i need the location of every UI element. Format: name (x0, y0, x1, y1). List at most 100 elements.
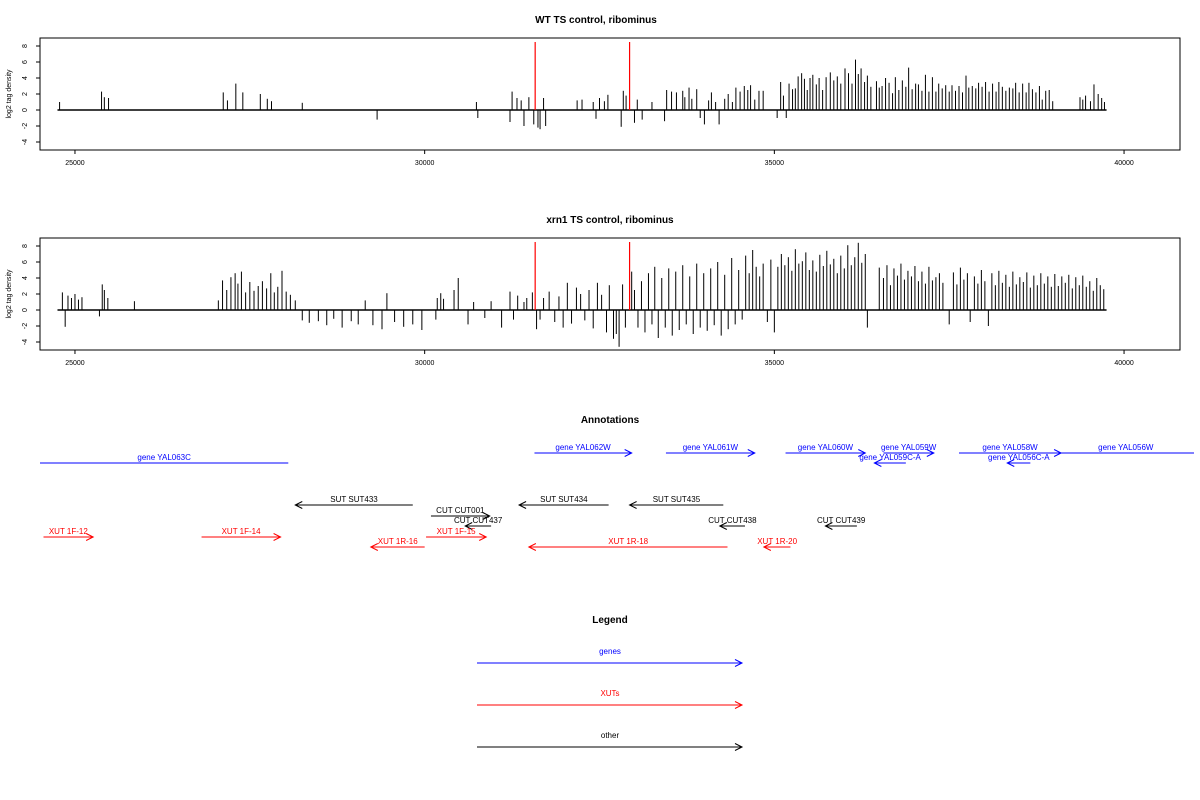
annotation-label: gene YAL056C-A (988, 453, 1050, 462)
xrn1-y-tick-label: 4 (22, 276, 29, 280)
annotation-label: CUT CUT001 (436, 506, 485, 515)
annotation-feature: SUT SUT433 (294, 495, 413, 509)
annotation-label: gene YAL063C (137, 453, 191, 462)
annotation-label: XUT 1R-18 (608, 537, 648, 546)
annotation-feature: gene YAL061W (665, 443, 756, 457)
annotation-feature: CUT CUT437 (454, 516, 503, 530)
annotation-feature: CUT CUT438 (708, 516, 757, 530)
annotation-label: gene YAL060W (798, 443, 854, 452)
xrn1-x-axis: 25000 30000 35000 40000 (65, 350, 1134, 367)
annotation-label: SUT SUT433 (330, 495, 378, 504)
legend-entry: XUTs (477, 689, 744, 709)
annotation-label: gene YAL062W (555, 443, 611, 452)
wt-y-tick-label: -4 (22, 139, 29, 145)
legend-entries: genes XUTs other (477, 647, 744, 751)
wt-bars (59, 59, 1105, 130)
wt-y-tick-label: 0 (22, 108, 29, 112)
xrn1-track-panel: xrn1 TS control, ribominus log2 tag dens… (6, 215, 1181, 367)
legend-arrowhead (734, 659, 744, 667)
legend-label: XUTs (600, 689, 619, 698)
annotation-feature: gene YAL060W (785, 443, 867, 457)
annotation-arrowhead (624, 449, 633, 457)
xrn1-track-title: xrn1 TS control, ribominus (546, 215, 674, 226)
annotation-label: XUT 1R-20 (757, 537, 797, 546)
annotation-arrowhead (464, 522, 473, 530)
annotation-label: SUT SUT434 (540, 495, 588, 504)
annotation-label: gene YAL058W (982, 443, 1038, 452)
wt-y-tick-label: 8 (22, 44, 29, 48)
annotation-arrowhead (369, 543, 379, 551)
annotation-label: gene YAL061W (683, 443, 739, 452)
xrn1-y-axis-label: log2 tag density (6, 269, 13, 319)
annotation-arrowhead (85, 533, 95, 541)
annotation-label: SUT SUT435 (653, 495, 701, 504)
xrn1-x-tick-label: 35000 (765, 360, 785, 367)
xrn1-y-tick-label: -2 (22, 323, 29, 329)
xrn1-markers (534, 242, 631, 310)
legend: Legend genes XUTs other (477, 615, 744, 751)
annotation-arrowhead (926, 449, 935, 457)
annotation-arrowhead (527, 543, 537, 551)
annotation-feature: gene YAL063C (40, 453, 289, 464)
annotation-feature: gene YAL059C-A (859, 453, 922, 467)
legend-label: other (601, 731, 620, 740)
wt-y-tick-label: 4 (22, 76, 29, 80)
xrn1-y-tick-label: -4 (22, 339, 29, 345)
annotation-feature: XUT 1R-18 (527, 537, 728, 551)
legend-entry: other (477, 731, 744, 751)
annotation-label: XUT 1F-15 (437, 527, 477, 536)
annotation-feature: SUT SUT435 (628, 495, 724, 509)
annotation-features: gene YAL063C gene YAL062W gene YAL061W gene… (40, 443, 1194, 551)
xrn1-y-axis: -4 -2 0 2 4 6 8 (22, 244, 40, 345)
legend-arrowhead (734, 701, 744, 709)
annotation-feature: gene YAL062W (534, 443, 633, 457)
legend-entry: genes (477, 647, 744, 667)
wt-track-title: WT TS control, ribominus (535, 15, 657, 26)
wt-track-panel: WT TS control, ribominus log2 tag densit… (6, 15, 1181, 167)
annotation-arrowhead (718, 522, 728, 530)
annotation-feature: XUT 1F-15 (426, 527, 488, 541)
wt-x-tick-label: 40000 (1114, 160, 1134, 167)
wt-y-tick-label: 6 (22, 60, 29, 64)
annotation-label: gene YAL056W (1098, 443, 1154, 452)
legend-title: Legend (592, 615, 628, 626)
annotation-arrowhead (273, 533, 282, 541)
annotation-feature: CUT CUT001 (430, 506, 491, 520)
annotation-feature: gene YAL056C-A (988, 453, 1050, 467)
annotation-label: XUT 1R-16 (378, 537, 418, 546)
wt-x-tick-label: 30000 (415, 160, 435, 167)
legend-arrowhead (734, 743, 744, 751)
annotation-arrowhead (628, 501, 637, 509)
wt-x-tick-label: 35000 (765, 160, 785, 167)
annotation-label: XUT 1F-14 (222, 527, 262, 536)
xrn1-y-tick-label: 6 (22, 260, 29, 264)
wt-x-tick-label: 25000 (65, 160, 85, 167)
wt-y-tick-label: 2 (22, 92, 29, 96)
xrn1-bars (61, 242, 1105, 347)
xrn1-x-tick-label: 25000 (65, 360, 85, 367)
annotation-arrowhead (824, 522, 833, 530)
wt-y-axis: -4 -2 0 2 4 6 8 (22, 44, 40, 145)
annotation-feature: XUT 1R-16 (369, 537, 425, 551)
legend-label: genes (599, 647, 621, 656)
annotation-arrowhead (858, 449, 867, 457)
annotation-feature: CUT CUT439 (817, 516, 866, 530)
annotations-title: Annotations (581, 415, 640, 426)
xrn1-y-tick-label: 0 (22, 308, 29, 312)
annotation-label: gene YAL059C-A (859, 453, 921, 462)
annotation-feature: XUT 1F-12 (43, 527, 95, 541)
annotation-arrowhead (762, 543, 772, 551)
xrn1-x-tick-label: 40000 (1114, 360, 1134, 367)
annotation-arrowhead (517, 501, 527, 509)
annotation-label: CUT CUT437 (454, 516, 503, 525)
xrn1-y-tick-label: 8 (22, 244, 29, 248)
annotation-arrowhead (1006, 459, 1015, 467)
wt-x-axis: 25000 30000 35000 40000 (65, 150, 1134, 167)
wt-y-axis-label: log2 tag density (6, 69, 13, 119)
xrn1-y-tick-label: 2 (22, 292, 29, 296)
annotation-arrowhead (294, 501, 303, 509)
annotation-arrowhead (482, 512, 491, 520)
annotation-arrowhead (478, 533, 488, 541)
